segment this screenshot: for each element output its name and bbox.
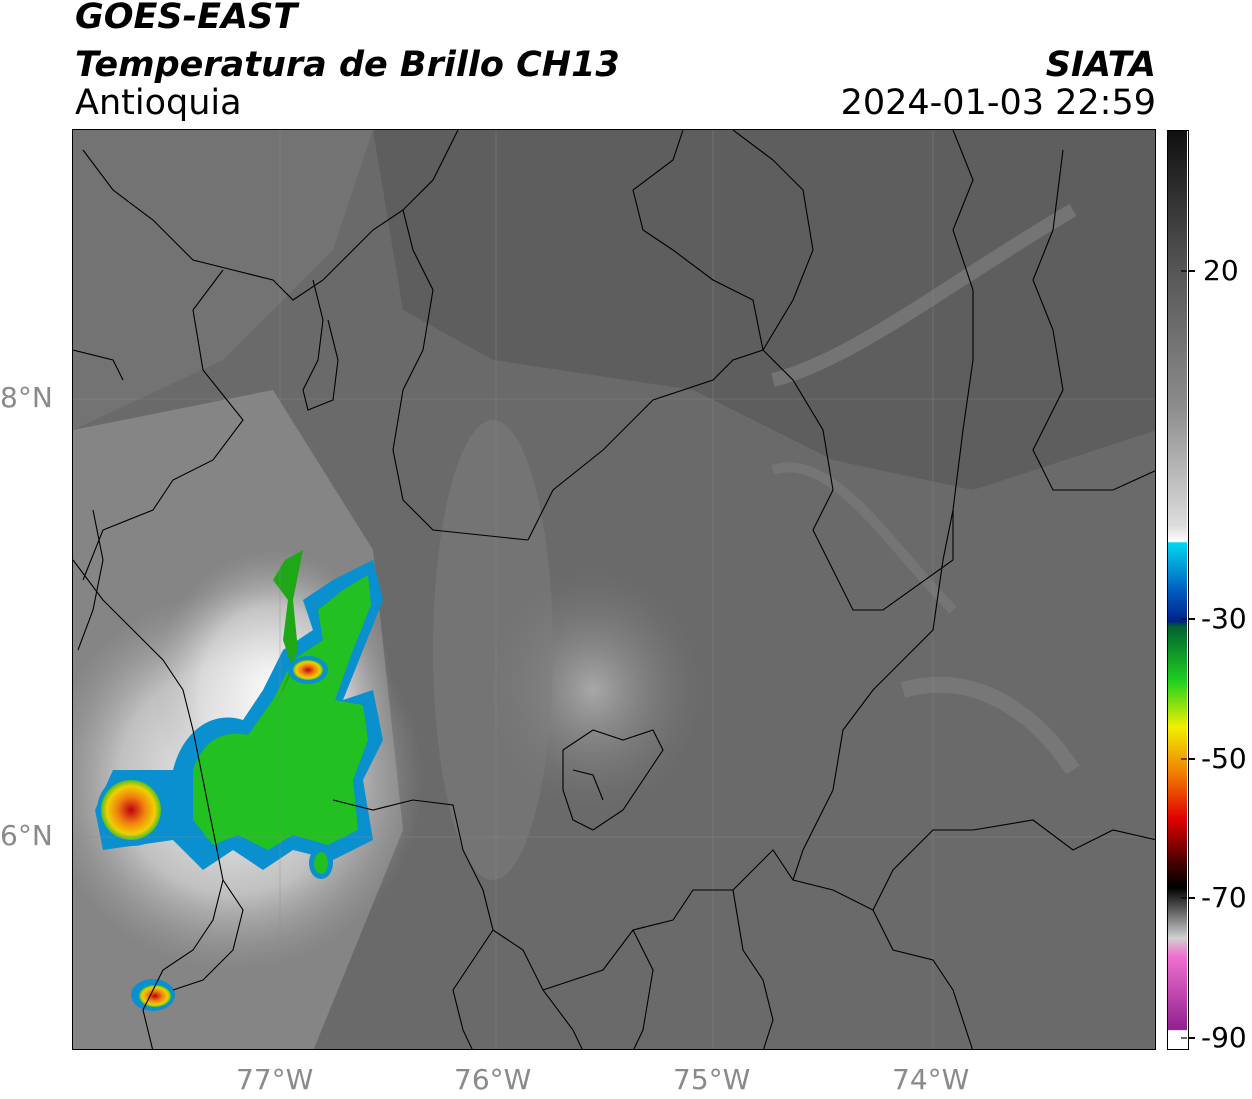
title-satellite: GOES-EAST bbox=[75, 0, 298, 37]
cold-cloud-green bbox=[193, 575, 371, 850]
x-tick-76w: 76°W bbox=[454, 1063, 532, 1096]
cold-cloud-core-west bbox=[101, 780, 161, 840]
title-product: Temperatura de Brillo CH13 bbox=[75, 45, 620, 85]
map-canvas bbox=[73, 130, 1155, 1049]
graticule bbox=[73, 130, 1155, 1049]
boundaries bbox=[73, 130, 1155, 1049]
cb-tick-mark-m30 bbox=[1189, 618, 1195, 620]
colorbar bbox=[1167, 130, 1189, 1050]
x-tick-77w: 77°W bbox=[236, 1063, 314, 1096]
cb-label-m30: -30 bbox=[1201, 602, 1247, 635]
x-tick-75w: 75°W bbox=[673, 1063, 751, 1096]
cb-tick-mark-20 bbox=[1189, 270, 1195, 272]
cb-label-m50: -50 bbox=[1201, 742, 1247, 775]
cb-label-m70: -70 bbox=[1201, 881, 1247, 914]
y-tick-8n: 8°N bbox=[0, 381, 53, 414]
cb-label-20: 20 bbox=[1203, 254, 1239, 287]
cb-tick-mark-m70 bbox=[1189, 897, 1195, 899]
colorbar-gradient bbox=[1168, 131, 1187, 1048]
x-tick-74w: 74°W bbox=[892, 1063, 970, 1096]
cb-tick-mark-m50 bbox=[1189, 758, 1195, 760]
cb-tick-mark-m90 bbox=[1189, 1037, 1195, 1039]
title-region: Antioquia bbox=[75, 83, 242, 123]
satellite-map[interactable] bbox=[72, 129, 1156, 1050]
y-tick-6n: 6°N bbox=[0, 819, 53, 852]
datetime-label: 2024-01-03 22:59 bbox=[840, 83, 1156, 123]
org-label: SIATA bbox=[1045, 45, 1156, 85]
cb-label-m90: -90 bbox=[1201, 1021, 1247, 1054]
